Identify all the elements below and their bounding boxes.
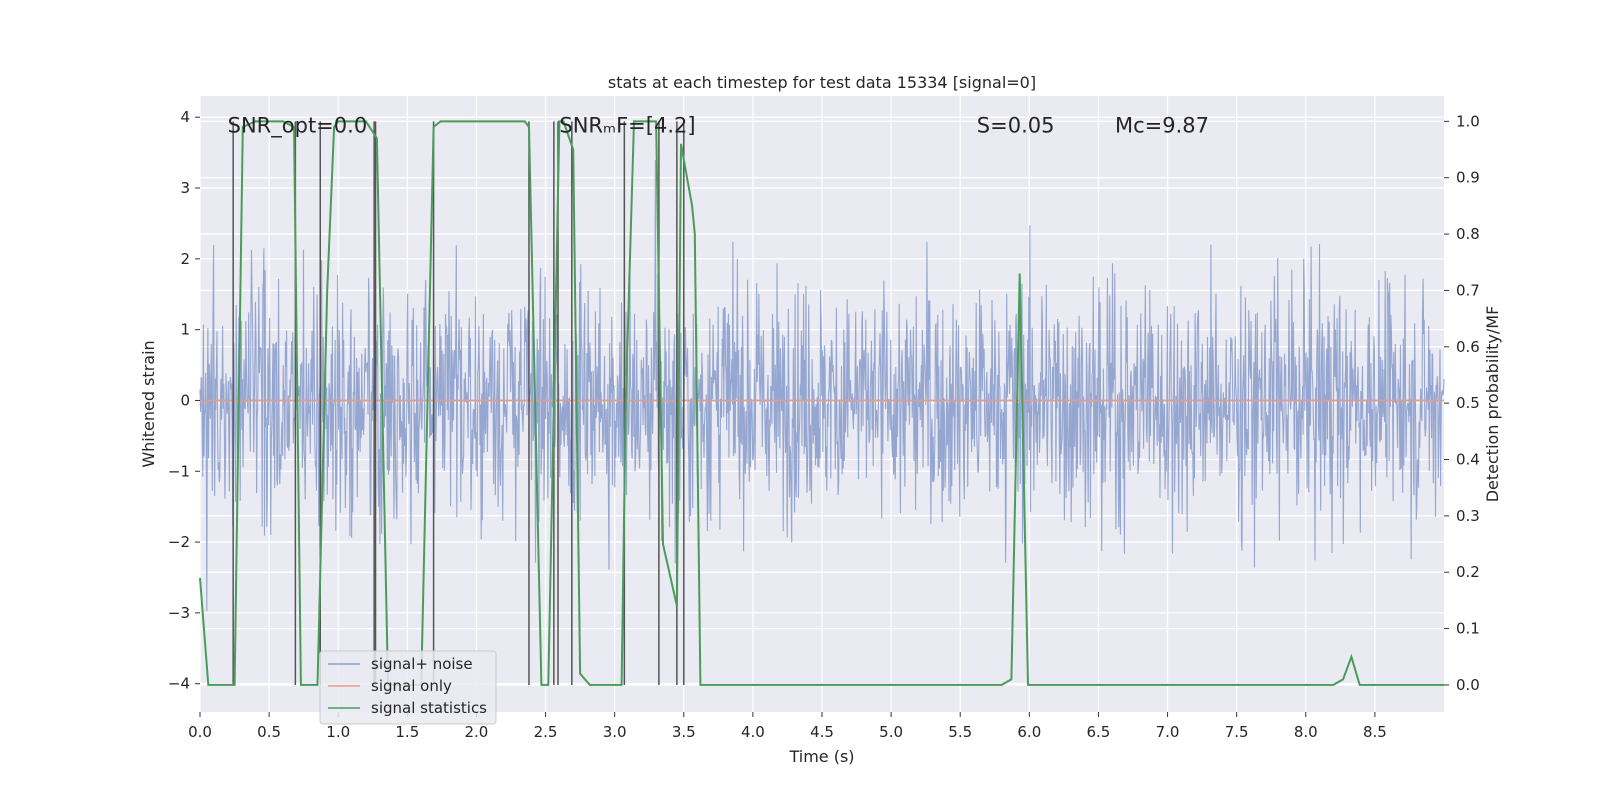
x-axis-ticks: 0.0 0.5 1.0 1.5 2.0 2.5 3.0 3.5 4.0 4.5 5.0 5.5 6.0 6… bbox=[188, 712, 1387, 741]
annotations: SNR_opt=0.0 SNRₘF=[4.2] S=0.05 Mᴄ=9.87 bbox=[228, 113, 1209, 138]
x-tick-label-8: 4.0 bbox=[741, 723, 765, 741]
x-tick-label-3: 1.5 bbox=[395, 723, 419, 741]
x-tick-label-2: 1.0 bbox=[326, 723, 350, 741]
y-right-tick-label-5: 0.5 bbox=[1456, 394, 1480, 412]
y-tick-label-5: 1 bbox=[180, 321, 190, 339]
x-tick-label-7: 3.5 bbox=[672, 723, 696, 741]
legend-label-signal-noise: signal+ noise bbox=[371, 655, 473, 673]
x-tick-label-16: 8.0 bbox=[1294, 723, 1318, 741]
annotation-mc: Mᴄ=9.87 bbox=[1115, 113, 1209, 137]
annotation-snr_mf: SNRₘF=[4.2] bbox=[559, 113, 695, 137]
x-tick-label-15: 7.5 bbox=[1225, 723, 1249, 741]
y-tick-label-7: 3 bbox=[180, 179, 190, 197]
y-tick-label-4: 0 bbox=[180, 391, 190, 409]
x-tick-label-13: 6.5 bbox=[1087, 723, 1111, 741]
y-right-tick-label-1: 0.1 bbox=[1456, 620, 1480, 638]
noise-series bbox=[199, 159, 1445, 612]
y-tick-label-0: −4 bbox=[168, 675, 190, 693]
x-tick-label-1: 0.5 bbox=[257, 723, 281, 741]
y-tick-label-6: 2 bbox=[180, 250, 190, 268]
y-right-tick-label-8: 0.8 bbox=[1456, 225, 1480, 243]
x-tick-label-17: 8.5 bbox=[1363, 723, 1387, 741]
y-axis-ticks: −4 −3 −2 −1 0 1 2 3 4 bbox=[168, 108, 200, 693]
y-tick-label-2: −2 bbox=[168, 533, 190, 551]
y-right-tick-label-10: 1.0 bbox=[1456, 112, 1480, 130]
legend-label-signal-statistics: signal statistics bbox=[371, 699, 487, 717]
y-tick-label-8: 4 bbox=[180, 108, 190, 126]
x-tick-label-10: 5.0 bbox=[879, 723, 903, 741]
y-right-tick-label-4: 0.4 bbox=[1456, 451, 1480, 469]
y-right-tick-label-3: 0.3 bbox=[1456, 507, 1480, 525]
x-tick-label-9: 4.5 bbox=[810, 723, 834, 741]
x-tick-label-4: 2.0 bbox=[465, 723, 489, 741]
legend: signal+ noise signal only signal statist… bbox=[319, 650, 497, 725]
x-tick-label-6: 3.0 bbox=[603, 723, 627, 741]
x-tick-label-5: 2.5 bbox=[534, 723, 558, 741]
y-tick-label-1: −3 bbox=[168, 604, 190, 622]
legend-label-signal-only: signal only bbox=[371, 677, 452, 695]
x-tick-label-0: 0.0 bbox=[188, 723, 212, 741]
y-tick-label-3: −1 bbox=[168, 462, 190, 480]
x-tick-label-11: 5.5 bbox=[948, 723, 972, 741]
y-right-axis-label: Detection probability/MF bbox=[1483, 306, 1502, 503]
x-tick-label-14: 7.0 bbox=[1156, 723, 1180, 741]
x-tick-label-12: 6.0 bbox=[1017, 723, 1041, 741]
y-right-axis-ticks: 0.0 0.1 0.2 0.3 0.4 0.5 0.6 0.7 0.8 0.9 1.0 bbox=[1444, 112, 1480, 694]
y-right-tick-label-6: 0.6 bbox=[1456, 338, 1480, 356]
x-axis-label: Time (s) bbox=[788, 747, 854, 766]
noise-trace bbox=[199, 159, 1445, 612]
chart-title: stats at each timestep for test data 153… bbox=[608, 73, 1036, 92]
y-right-tick-label-9: 0.9 bbox=[1456, 169, 1480, 187]
signal-statistics-line bbox=[199, 120, 1444, 686]
y-right-tick-label-7: 0.7 bbox=[1456, 281, 1480, 299]
y-right-tick-label-2: 0.2 bbox=[1456, 563, 1480, 581]
annotation-snr_opt: SNR_opt=0.0 bbox=[228, 113, 368, 138]
legend-box bbox=[319, 650, 497, 725]
annotation-s_stat: S=0.05 bbox=[977, 113, 1055, 137]
y-axis-label: Whitened strain bbox=[139, 340, 158, 467]
y-right-tick-label-0: 0.0 bbox=[1456, 676, 1480, 694]
